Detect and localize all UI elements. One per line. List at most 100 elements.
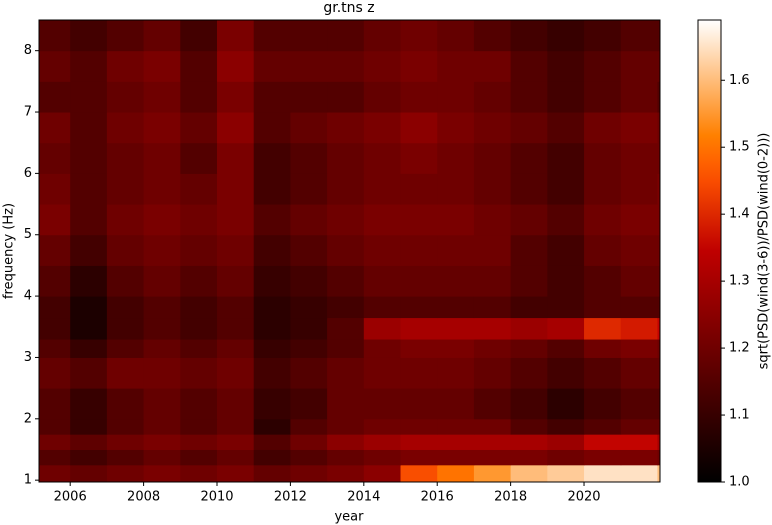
heatmap-cell [253,418,291,435]
heatmap-cell [39,464,71,483]
heatmap-cell [400,204,438,236]
heatmap-cell [657,234,661,266]
heatmap-cell [290,50,328,82]
heatmap-cell [180,20,218,52]
heatmap-cell [363,317,402,340]
heatmap-cell [70,142,108,174]
heatmap-cell [437,142,475,174]
heatmap-cell [473,173,512,205]
heatmap-cell [253,317,291,340]
heatmap-cell [363,357,402,389]
x-tick-label: 2020 [567,490,600,505]
heatmap-cell [400,142,438,174]
heatmap-cell [510,173,548,205]
heatmap-cell [290,434,328,450]
heatmap-cell [510,388,548,420]
heatmap-cell [290,317,328,340]
heatmap-cell [473,357,512,389]
heatmap-cell [290,204,328,236]
heatmap-cell [143,449,181,466]
heatmap-cell [547,357,585,389]
heatmap-cell [510,418,548,435]
heatmap-cell [253,20,291,52]
heatmap-cell [437,234,475,266]
heatmap-cell [363,112,402,144]
heatmap-cell [290,173,328,205]
heatmap-cell [363,50,402,82]
heatmap-cell [217,50,255,82]
heatmap-cell [106,434,145,450]
heatmap-cell [547,234,585,266]
heatmap-cell [473,464,512,483]
heatmap-cell [584,339,622,358]
heatmap-cell [437,50,475,82]
heatmap-cell [39,234,71,266]
x-axis-label: year [334,510,364,525]
heatmap-cell [327,204,365,236]
heatmap-cell [510,234,548,266]
heatmap-cell [473,204,512,236]
heatmap-cell [327,296,365,319]
x-tick-label: 2014 [347,490,380,505]
heatmap-cell [400,81,438,113]
heatmap-cell [70,357,108,389]
heatmap-cell [584,388,622,420]
heatmap-cell [400,234,438,266]
heatmap-cell [217,234,255,266]
heatmap-cell [547,388,585,420]
heatmap-cell [70,112,108,144]
heatmap-cell [473,265,512,297]
heatmap-cell [473,50,512,82]
heatmap-cell [106,20,145,52]
heatmap-cell [39,142,71,174]
heatmap-cell [400,418,438,435]
heatmap-cell [143,234,181,266]
heatmap-cell [363,142,402,174]
heatmap-cell [217,357,255,389]
heatmap-cell [510,339,548,358]
heatmap-cell [437,357,475,389]
colorbar-tick-label: 1.0 [729,475,750,490]
heatmap-cell [217,204,255,236]
heatmap-cell [70,173,108,205]
heatmap-cell [180,418,218,435]
x-tick-label: 2012 [274,490,307,505]
heatmap-cell [547,81,585,113]
heatmap-cell [400,317,438,340]
heatmap-cell [400,388,438,420]
heatmap-cell [400,173,438,205]
heatmap-cell [290,265,328,297]
heatmap-cell [39,50,71,82]
heatmap-cell [584,418,622,435]
heatmap-cell [253,296,291,319]
heatmap-cell [106,142,145,174]
heatmap-cell [253,388,291,420]
heatmap-cell [70,418,108,435]
heatmap-cell [510,296,548,319]
heatmap-cell [400,50,438,82]
heatmap-cell [106,296,145,319]
heatmap-cell [620,142,658,174]
heatmap-cell [143,388,181,420]
heatmap-cell [39,173,71,205]
heatmap-cell [400,339,438,358]
heatmap-cell [253,112,291,144]
heatmap-cell [473,142,512,174]
heatmap-cell [70,317,108,340]
heatmap-cell [180,388,218,420]
y-tick-label: 2 [24,411,32,426]
heatmap-cell [620,234,658,266]
heatmap-cell [217,81,255,113]
heatmap-cell [620,50,658,82]
heatmap-cell [584,265,622,297]
heatmap-cell [70,20,108,52]
heatmap-cell [620,265,658,297]
heatmap-cell [180,357,218,389]
heatmap-cell [253,464,291,483]
heatmap-cell [473,339,512,358]
heatmap-cell [584,464,622,483]
heatmap-cell [327,434,365,450]
heatmap-cell [217,296,255,319]
heatmap-cell [400,434,438,450]
y-tick-label: 5 [24,227,32,242]
